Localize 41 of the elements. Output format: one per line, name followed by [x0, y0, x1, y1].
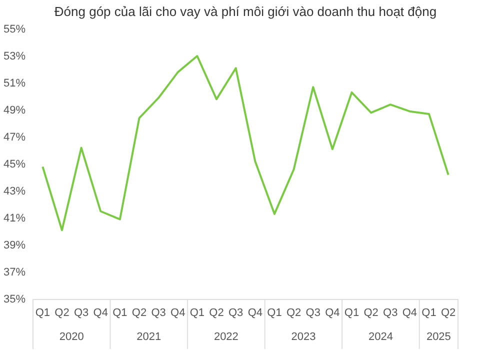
x-tick-label: Q3: [306, 307, 320, 319]
chart-title: Đóng góp của lãi cho vay và phí môi giới vào doanh thu hoạt động: [54, 4, 437, 19]
x-tick-label: Q2: [54, 307, 70, 319]
y-tick-label: 37%: [3, 266, 26, 278]
x-tick-label: Q2: [132, 307, 147, 319]
x-tick-label: Q4: [93, 307, 108, 319]
text: 2024: [368, 331, 393, 343]
text: 2020: [59, 331, 84, 343]
y-tick-label: 47%: [3, 132, 26, 144]
y-tick-label: 39%: [3, 240, 26, 252]
text: 2021: [136, 331, 162, 343]
x-tick-label: Q2: [440, 307, 456, 319]
x-tick-label: Q3: [151, 307, 166, 319]
y-tick-label: 43%: [3, 186, 26, 198]
x-tick-label: Q1: [112, 307, 128, 319]
y-tick-label: 51%: [3, 78, 26, 90]
y-tick-label: 53%: [3, 50, 26, 62]
y-tick-label: 41%: [3, 212, 26, 224]
x-tick-label: Q2: [209, 307, 224, 319]
x-tick-label: Q1: [35, 307, 50, 319]
text: 2022: [214, 331, 238, 343]
x-tick-label: Q1: [190, 307, 205, 319]
x-tick-label: Q2: [286, 307, 302, 319]
x-tick-label: Q4: [402, 307, 418, 319]
x-tick-label: Q1: [267, 307, 282, 319]
x-tick-label: Q3: [74, 307, 89, 319]
line-series: [42, 55, 450, 232]
x-tick-label: Q2: [364, 307, 378, 319]
text: 2025: [426, 331, 451, 343]
x-tick-label: Q4: [248, 307, 263, 319]
x-tick-label: Q1: [344, 307, 360, 319]
y-tick-label: 55%: [3, 24, 26, 36]
x-tick-label: Q4: [325, 307, 340, 319]
x-tick-label: Q4: [170, 307, 186, 319]
x-tick-label: Q3: [228, 307, 244, 319]
x-tick-label: Q1: [422, 307, 436, 319]
x-tick-label: Q3: [383, 307, 398, 319]
y-tick-label: 49%: [3, 104, 26, 116]
y-tick-label: 45%: [3, 158, 26, 170]
text: 2023: [291, 331, 316, 343]
y-tick-label: 35%: [3, 294, 26, 306]
